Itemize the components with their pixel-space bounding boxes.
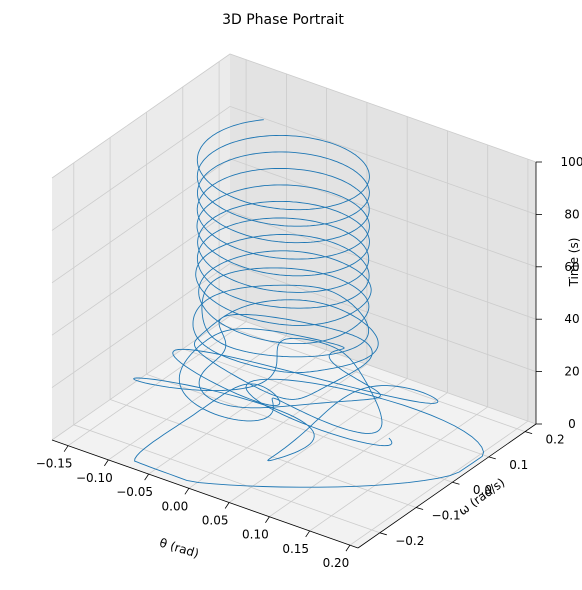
pane-floor <box>52 316 536 548</box>
x-tick-mark <box>104 459 109 467</box>
x-axis-label: θ (rad) <box>158 536 201 561</box>
x-tick-label: 0.15 <box>282 542 309 556</box>
z-tick-label: 60 <box>564 260 579 274</box>
x-tick-mark <box>184 488 190 495</box>
y-tick-mark <box>524 431 533 434</box>
x-axis-line <box>51 439 359 549</box>
y-tick-label: −0.1 <box>432 509 461 523</box>
x-tick-mark <box>265 516 270 523</box>
chart-title: 3D Phase Portrait <box>222 12 344 28</box>
grid-line-z <box>51 158 537 284</box>
x-tick-mark <box>345 544 351 552</box>
grid-line-z <box>51 263 537 388</box>
y-tick-label: 0.0 <box>473 483 492 497</box>
tick-labels: −0.15−0.10−0.050.000.050.100.150.20−0.2−… <box>36 155 582 570</box>
z-axis-label: Time (s) <box>567 238 581 288</box>
x-tick-label: −0.15 <box>36 457 73 471</box>
pane-back <box>230 54 536 424</box>
x-tick-mark <box>63 445 69 452</box>
y-tick-mark <box>452 481 460 485</box>
x-tick-mark <box>144 473 149 481</box>
x-tick-label: −0.10 <box>76 471 113 485</box>
z-tick-label: 20 <box>564 365 579 379</box>
grid-line-z <box>51 105 537 231</box>
grid-line-z <box>51 53 537 179</box>
x-tick-label: −0.05 <box>116 485 153 499</box>
pane-left <box>52 54 230 440</box>
z-tick-label: 100 <box>561 155 582 169</box>
z-tick-label: 40 <box>564 312 579 326</box>
series-line <box>133 119 485 488</box>
y-tick-mark <box>416 507 424 510</box>
x-tick-label: 0.05 <box>202 514 229 528</box>
x-tick-label: 0.00 <box>162 499 189 513</box>
y-tick-mark <box>488 456 496 460</box>
series-line-path <box>133 119 485 488</box>
grid-line-z <box>51 210 537 336</box>
axes-panes <box>52 54 536 548</box>
z-tick-label: 0 <box>568 417 576 431</box>
y-axis-label: ω (rad/s) <box>456 475 507 518</box>
grid-line-z <box>51 315 537 441</box>
y-tick-label: 0.2 <box>546 433 565 447</box>
x-tick-label: 0.20 <box>323 556 350 570</box>
axis-lines <box>51 162 537 549</box>
y-tick-mark <box>379 532 387 536</box>
y-axis-line <box>357 423 537 549</box>
y-tick-label: −0.2 <box>395 534 424 548</box>
grid-lines <box>51 53 537 546</box>
x-tick-mark <box>305 530 311 538</box>
x-tick-mark <box>224 502 230 509</box>
x-tick-label: 0.10 <box>242 528 269 542</box>
y-tick-label: 0.1 <box>509 458 528 472</box>
z-tick-label: 80 <box>564 207 579 221</box>
